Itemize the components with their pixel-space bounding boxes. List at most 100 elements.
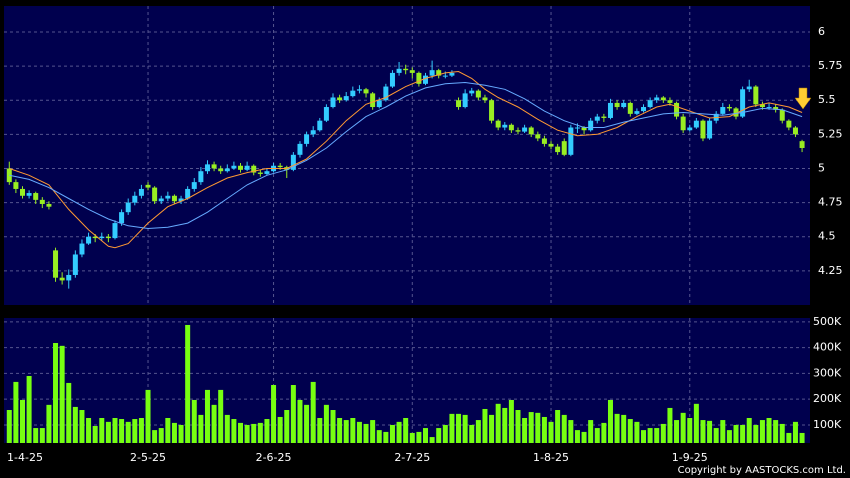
volume-bar (152, 430, 158, 443)
volume-bar (469, 424, 475, 443)
candle-body (251, 165, 257, 173)
volume-bar (158, 428, 164, 443)
candle-body (528, 127, 534, 135)
candle-body (674, 102, 680, 117)
candle-body (495, 120, 501, 128)
candle-body (165, 195, 171, 199)
volume-bar (317, 418, 323, 443)
volume-bar (568, 420, 574, 443)
candle-body (277, 165, 283, 168)
volume-bar (621, 414, 627, 443)
volume-bar (475, 420, 481, 443)
candle-body (574, 127, 580, 129)
candle-body (799, 141, 805, 148)
volume-bar (350, 418, 356, 443)
volume-bar (627, 419, 633, 443)
candle-body (442, 75, 448, 77)
volume-bar (720, 420, 726, 443)
candle-body (502, 124, 508, 128)
candle-body (231, 165, 237, 169)
volume-bar (753, 424, 759, 443)
candle-body (19, 188, 25, 196)
volume-bar (700, 420, 706, 443)
volume-bar (442, 424, 448, 443)
volume-bar (125, 421, 131, 443)
volume-bar (251, 423, 257, 443)
volume-bar (211, 404, 217, 443)
price-panel (4, 6, 810, 305)
volume-bar (693, 403, 699, 443)
candle-body (297, 143, 303, 155)
candle-body (46, 203, 52, 207)
candle-body (759, 104, 765, 108)
candle-body (92, 236, 98, 239)
candle-body (422, 75, 428, 84)
volume-bar (376, 430, 382, 443)
candle-body (304, 134, 310, 144)
candle-body (191, 182, 197, 189)
volume-bar (654, 428, 660, 443)
candle-body (555, 146, 561, 153)
volume-bar (489, 414, 495, 443)
volume-bar (105, 421, 111, 443)
candle-body (323, 107, 329, 121)
volume-bar (429, 437, 435, 443)
volume-bar (86, 418, 92, 443)
candle-body (462, 93, 468, 108)
volume-bar (396, 421, 402, 443)
candle-body (614, 102, 620, 108)
candle-body (224, 168, 230, 172)
volume-bar (284, 410, 290, 443)
candle-body (337, 97, 343, 101)
volume-bar (59, 345, 65, 443)
volume-bar (323, 404, 329, 443)
y-tick-label: 6 (818, 25, 825, 38)
x-tick-label: 2-7-25 (394, 451, 430, 464)
candle-body (6, 168, 12, 183)
y-tick-label: 300K (813, 366, 842, 379)
candle-body (733, 108, 739, 117)
copyright: Copyright by AASTOCKS.com Ltd. (678, 465, 846, 476)
volume-bar (528, 412, 534, 443)
candle-body (66, 274, 72, 281)
volume-bar (779, 423, 785, 443)
candle-body (641, 107, 647, 112)
candle-body (204, 164, 210, 172)
candle-body (59, 277, 65, 281)
volume-bar (33, 428, 39, 443)
volume-bar (409, 432, 415, 443)
candle-body (86, 236, 92, 244)
volume-bar (495, 403, 501, 443)
candle-body (456, 100, 462, 108)
volume-bar (482, 408, 488, 443)
volume-bar (456, 413, 462, 443)
candle-body (211, 164, 217, 169)
volume-bar (257, 422, 263, 443)
volume-bar (304, 404, 310, 443)
volume-bar (792, 421, 798, 443)
x-tick-label: 1-8-25 (533, 451, 569, 464)
candle-body (654, 97, 660, 101)
signal-arrow (794, 87, 812, 110)
candle-body (548, 143, 554, 147)
candle-body (667, 100, 673, 103)
volume-bar (713, 428, 719, 443)
candle-body (112, 223, 118, 239)
candle-body (779, 109, 785, 121)
candle-body (786, 120, 792, 128)
candle-body (138, 188, 144, 196)
candle-body (660, 97, 666, 101)
candle-body (145, 184, 151, 188)
candle-body (290, 154, 296, 170)
candle-body (72, 254, 78, 275)
candle-body (152, 187, 158, 202)
volume-bar (799, 432, 805, 443)
candle-body (13, 182, 19, 189)
volume-bar (707, 420, 713, 443)
volume-bar (171, 422, 177, 443)
volume-bar (19, 399, 25, 443)
candle-body (125, 202, 131, 213)
volume-bar (330, 410, 336, 443)
candle-body (330, 97, 336, 108)
candle-body (79, 243, 85, 255)
